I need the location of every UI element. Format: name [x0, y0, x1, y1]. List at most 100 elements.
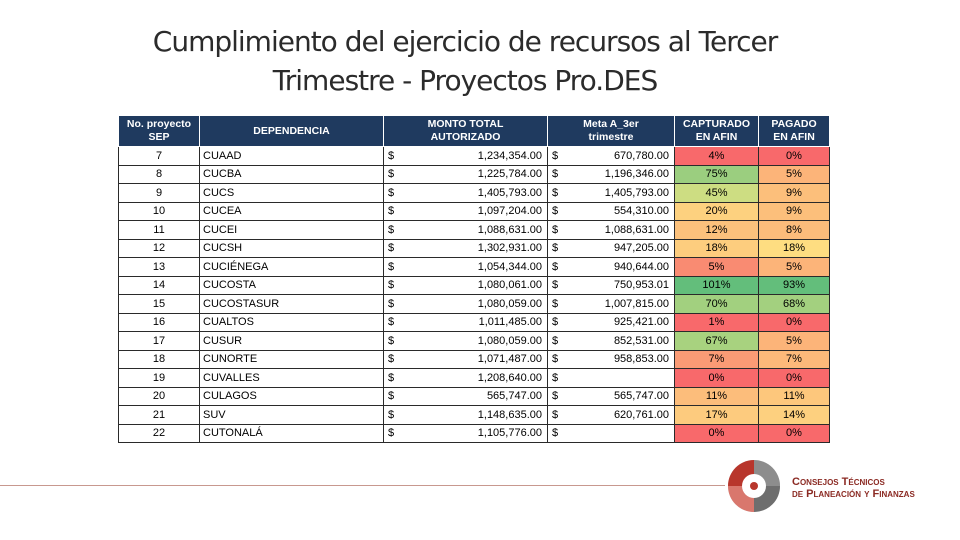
consejos-logo-icon	[728, 460, 780, 512]
cell-project-number: 18	[118, 349, 200, 369]
table-row: 10 CUCEA $1,097,204.00 $554,310.00 20% 9%	[118, 201, 830, 221]
cell-pagado: 9%	[758, 201, 830, 221]
cell-dependencia: CUSUR	[199, 331, 384, 351]
cell-dependencia: CUCSH	[199, 238, 384, 258]
cell-project-number: 16	[118, 312, 200, 332]
cell-meta: 958,853.00	[567, 349, 675, 369]
cell-currency-monto: $	[383, 405, 404, 425]
cell-currency-meta: $	[547, 238, 568, 258]
cell-capturado: 7%	[674, 349, 759, 369]
slide-title-line-1: Cumplimiento del ejercicio de recursos a…	[152, 25, 778, 58]
cell-pagado: 11%	[758, 386, 830, 406]
cell-monto-total: 1,054,344.00	[403, 257, 548, 277]
cell-currency-meta: $	[547, 405, 568, 425]
cell-capturado: 101%	[674, 275, 759, 295]
cell-dependencia: CUCEI	[199, 220, 384, 240]
cell-monto-total: 1,302,931.00	[403, 238, 548, 258]
cell-currency-meta: $	[547, 386, 568, 406]
cell-project-number: 22	[118, 423, 200, 443]
cell-capturado: 70%	[674, 294, 759, 314]
cell-pagado: 7%	[758, 349, 830, 369]
cell-currency-meta: $	[547, 164, 568, 184]
cell-monto-total: 1,105,776.00	[403, 423, 548, 443]
cell-monto-total: 1,097,204.00	[403, 201, 548, 221]
table-row: 14 CUCOSTA $1,080,061.00 $750,953.01 101% 93%	[118, 275, 830, 295]
cell-project-number: 13	[118, 257, 200, 277]
cell-currency-monto: $	[383, 146, 404, 166]
cell-monto-total: 1,080,059.00	[403, 331, 548, 351]
cell-currency-meta: $	[547, 275, 568, 295]
cell-dependencia: CUCOSTASUR	[199, 294, 384, 314]
compliance-table: No. proyecto SEP DEPENDENCIA MONTO TOTAL A…	[118, 115, 830, 443]
cell-currency-monto: $	[383, 201, 404, 221]
cell-currency-meta: $	[547, 312, 568, 332]
cell-meta: 925,421.00	[567, 312, 675, 332]
header-pagado: PAGADO EN AFIN	[758, 115, 830, 147]
cell-currency-monto: $	[383, 257, 404, 277]
table-row: 18 CUNORTE $1,071,487.00 $958,853.00 7% 7%	[118, 349, 830, 369]
cell-project-number: 11	[118, 220, 200, 240]
cell-currency-monto: $	[383, 164, 404, 184]
cell-dependencia: CUVALLES	[199, 368, 384, 388]
slide-title: Cumplimiento del ejercicio de recursos a…	[0, 22, 930, 100]
cell-currency-meta: $	[547, 349, 568, 369]
cell-currency-monto: $	[383, 238, 404, 258]
cell-currency-meta: $	[547, 423, 568, 443]
cell-currency-monto: $	[383, 183, 404, 203]
cell-capturado: 18%	[674, 238, 759, 258]
cell-currency-meta: $	[547, 368, 568, 388]
cell-currency-meta: $	[547, 201, 568, 221]
cell-currency-meta: $	[547, 294, 568, 314]
table-row: 11 CUCEI $1,088,631.00 $1,088,631.00 12% 8%	[118, 220, 830, 240]
cell-pagado: 0%	[758, 146, 830, 166]
cell-capturado: 12%	[674, 220, 759, 240]
cell-project-number: 19	[118, 368, 200, 388]
cell-dependencia: CUTONALÁ	[199, 423, 384, 443]
cell-project-number: 10	[118, 201, 200, 221]
cell-monto-total: 1,234,354.00	[403, 146, 548, 166]
brand-name: Consejos Técnicos de Planeación y Finanz…	[792, 476, 915, 500]
cell-dependencia: CULAGOS	[199, 386, 384, 406]
cell-meta: 670,780.00	[567, 146, 675, 166]
cell-capturado: 5%	[674, 257, 759, 277]
cell-pagado: 9%	[758, 183, 830, 203]
cell-meta: 947,205.00	[567, 238, 675, 258]
cell-monto-total: 1,071,487.00	[403, 349, 548, 369]
header-dependencia: DEPENDENCIA	[199, 115, 384, 147]
cell-currency-meta: $	[547, 257, 568, 277]
table-row: 16 CUALTOS $1,011,485.00 $925,421.00 1% 0%	[118, 312, 830, 332]
cell-monto-total: 1,080,061.00	[403, 275, 548, 295]
cell-capturado: 45%	[674, 183, 759, 203]
table-row: 13 CUCIÉNEGA $1,054,344.00 $940,644.00 5% 5%	[118, 257, 830, 277]
table-row: 9 CUCS $1,405,793.00 $1,405,793.00 45% 9%	[118, 183, 830, 203]
cell-dependencia: CUCS	[199, 183, 384, 203]
header-capturado: CAPTURADO EN AFIN	[674, 115, 759, 147]
table-row: 22 CUTONALÁ $1,105,776.00 $0% 0%	[118, 423, 830, 443]
table-row: 15 CUCOSTASUR $1,080,059.00 $1,007,815.00 70…	[118, 294, 830, 314]
header-project-number: No. proyecto SEP	[118, 115, 200, 147]
cell-pagado: 18%	[758, 238, 830, 258]
cell-currency-meta: $	[547, 220, 568, 240]
slide-title-line-2: Trimestre - Proyectos Pro.DES	[272, 64, 658, 97]
brand-line-2: de Planeación y Finanzas	[792, 488, 915, 500]
cell-capturado: 20%	[674, 201, 759, 221]
cell-currency-monto: $	[383, 368, 404, 388]
cell-meta: 1,088,631.00	[567, 220, 675, 240]
cell-monto-total: 565,747.00	[403, 386, 548, 406]
cell-currency-monto: $	[383, 423, 404, 443]
cell-project-number: 12	[118, 238, 200, 258]
cell-currency-meta: $	[547, 331, 568, 351]
cell-pagado: 5%	[758, 164, 830, 184]
cell-pagado: 0%	[758, 423, 830, 443]
cell-meta: 565,747.00	[567, 386, 675, 406]
cell-pagado: 14%	[758, 405, 830, 425]
cell-monto-total: 1,080,059.00	[403, 294, 548, 314]
cell-project-number: 9	[118, 183, 200, 203]
cell-meta: 554,310.00	[567, 201, 675, 221]
cell-currency-monto: $	[383, 275, 404, 295]
cell-monto-total: 1,208,640.00	[403, 368, 548, 388]
cell-pagado: 93%	[758, 275, 830, 295]
table-row: 17 CUSUR $1,080,059.00 $852,531.00 67% 5%	[118, 331, 830, 351]
cell-capturado: 75%	[674, 164, 759, 184]
cell-capturado: 11%	[674, 386, 759, 406]
